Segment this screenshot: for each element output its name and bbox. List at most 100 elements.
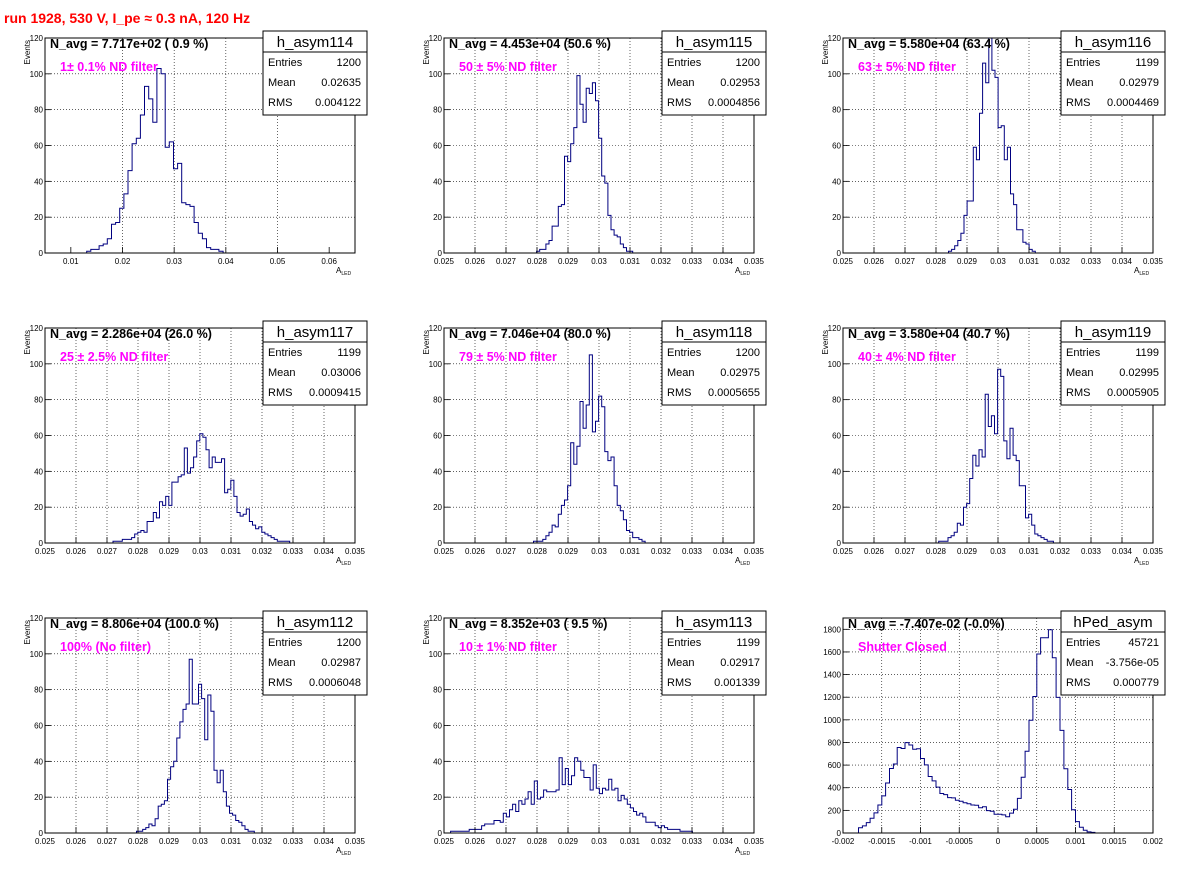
x-tick-label: 0.029 bbox=[558, 257, 579, 266]
stats-label-entries: Entries bbox=[1066, 347, 1101, 359]
x-tick-label: 0.029 bbox=[159, 547, 180, 556]
filter-note: 40 ± 4% ND filter bbox=[858, 350, 956, 364]
x-tick-label: 0.028 bbox=[128, 547, 149, 556]
y-tick-label: 80 bbox=[433, 106, 442, 115]
x-tick-label: 0.029 bbox=[159, 837, 180, 846]
stats-label-mean: Mean bbox=[268, 657, 296, 669]
x-tick-label: 0.028 bbox=[527, 257, 548, 266]
stats-box bbox=[262, 610, 368, 696]
x-tick-label: 0.034 bbox=[314, 837, 335, 846]
stats-value-rms: 0.004122 bbox=[315, 97, 361, 109]
y-tick-label: 40 bbox=[433, 757, 442, 766]
y-tick-label: 100 bbox=[30, 70, 44, 79]
x-tick-label: 0.028 bbox=[128, 837, 149, 846]
y-axis-label: Events bbox=[422, 40, 431, 64]
y-tick-label: 100 bbox=[828, 360, 842, 369]
x-tick-label: 0.034 bbox=[713, 547, 734, 556]
x-tick-label: 0.04 bbox=[218, 257, 234, 266]
y-tick-label: 80 bbox=[34, 396, 43, 405]
x-tick-label: 0.035 bbox=[744, 257, 765, 266]
filter-note: 63 ± 5% ND filter bbox=[858, 60, 956, 74]
histogram-pad-h_asym114: 0.01 0.02 0.03 0.04 0.05 0.06020406080100120E… bbox=[23, 30, 368, 277]
x-tick-label: 0.032 bbox=[252, 547, 273, 556]
navg-label: N_avg = 7.717e+02 ( 0.9 %) bbox=[50, 37, 208, 51]
stats-value-rms: 0.001339 bbox=[714, 677, 760, 689]
histogram-line bbox=[533, 354, 646, 543]
y-tick-label: 0 bbox=[837, 249, 842, 258]
y-tick-label: 1600 bbox=[823, 648, 841, 657]
stats-label-rms: RMS bbox=[1066, 677, 1090, 689]
y-tick-label: 120 bbox=[30, 324, 44, 333]
histogram-pad-h_asym116: 0.025 0.026 0.027 0.028 0.029 0.03 0.031 0.032 0… bbox=[821, 30, 1166, 277]
y-tick-label: 60 bbox=[832, 142, 841, 151]
stats-box bbox=[1060, 30, 1166, 116]
y-axis-label: Events bbox=[23, 40, 32, 64]
stats-label-entries: Entries bbox=[667, 637, 702, 649]
filter-note: 79 ± 5% ND filter bbox=[459, 350, 557, 364]
y-tick-label: 40 bbox=[34, 467, 43, 476]
x-tick-label: 0.026 bbox=[66, 837, 87, 846]
x-tick-label: 0.027 bbox=[496, 257, 517, 266]
histogram-name: hPed_asym bbox=[1073, 614, 1152, 631]
x-tick-label: 0.01 bbox=[63, 257, 79, 266]
histogram-pad-h_asym117: 0.025 0.026 0.027 0.028 0.029 0.03 0.031 0.032 0… bbox=[23, 320, 368, 567]
y-tick-label: 1200 bbox=[823, 693, 841, 702]
y-tick-label: 0 bbox=[837, 539, 842, 548]
navg-label: N_avg = -7.407e-02 (-0.0%) bbox=[848, 617, 1005, 631]
filter-note: 50 ± 5% ND filter bbox=[459, 60, 557, 74]
x-tick-label: 0.03 bbox=[990, 547, 1006, 556]
y-tick-label: 0 bbox=[837, 829, 842, 838]
filter-note: 10 ± 1% ND filter bbox=[459, 640, 557, 654]
x-tick-label: 0.031 bbox=[221, 837, 242, 846]
stats-label-mean: Mean bbox=[667, 367, 695, 379]
histogram-name: h_asym112 bbox=[277, 614, 353, 631]
x-tick-label: 0.035 bbox=[744, 837, 765, 846]
x-tick-label: 0.035 bbox=[345, 837, 366, 846]
x-tick-label: 0.03 bbox=[591, 837, 607, 846]
stats-label-entries: Entries bbox=[667, 347, 702, 359]
stats-box bbox=[661, 30, 767, 116]
y-tick-label: 20 bbox=[832, 503, 841, 512]
stats-label-rms: RMS bbox=[667, 387, 691, 399]
x-tick-label: 0 bbox=[996, 837, 1001, 846]
stats-value-rms: 0.0004856 bbox=[708, 97, 760, 109]
stats-box bbox=[661, 320, 767, 406]
x-tick-label: 0.025 bbox=[35, 547, 56, 556]
x-tick-label: 0.06 bbox=[321, 257, 337, 266]
x-tick-label: 0.035 bbox=[1143, 547, 1164, 556]
x-tick-label: 0.034 bbox=[713, 837, 734, 846]
stats-value-mean: 0.02635 bbox=[321, 77, 361, 89]
y-tick-label: 40 bbox=[34, 177, 43, 186]
x-tick-label: 0.029 bbox=[957, 257, 978, 266]
y-tick-label: 120 bbox=[429, 324, 443, 333]
y-tick-label: 80 bbox=[34, 686, 43, 695]
y-tick-label: 40 bbox=[832, 467, 841, 476]
stats-label-rms: RMS bbox=[667, 677, 691, 689]
filter-note: 25 ± 2.5% ND filter bbox=[60, 350, 168, 364]
y-tick-label: 120 bbox=[429, 614, 443, 623]
x-tick-label: 0.035 bbox=[744, 547, 765, 556]
histogram-name: h_asym116 bbox=[1075, 34, 1151, 51]
x-tick-label: 0.025 bbox=[833, 257, 854, 266]
x-tick-label: 0.033 bbox=[682, 547, 703, 556]
x-tick-label: 0.026 bbox=[864, 257, 885, 266]
x-tick-label: 0.001 bbox=[1065, 837, 1086, 846]
x-tick-label: 0.027 bbox=[97, 547, 118, 556]
x-tick-label: 0.035 bbox=[345, 547, 366, 556]
x-axis-label: ALED bbox=[735, 556, 750, 567]
stats-box bbox=[661, 610, 767, 696]
x-tick-label: 0.033 bbox=[682, 837, 703, 846]
x-tick-label: 0.02 bbox=[115, 257, 131, 266]
y-tick-label: 100 bbox=[429, 360, 443, 369]
stats-label-mean: Mean bbox=[667, 77, 695, 89]
y-tick-label: 40 bbox=[34, 757, 43, 766]
y-tick-label: 100 bbox=[828, 70, 842, 79]
y-tick-label: 120 bbox=[828, 324, 842, 333]
x-tick-label: 0.03 bbox=[990, 257, 1006, 266]
filter-note: 1± 0.1% ND filter bbox=[60, 60, 158, 74]
navg-label: N_avg = 2.286e+04 (26.0 %) bbox=[50, 327, 212, 341]
histogram-name: h_asym114 bbox=[277, 34, 353, 51]
navg-label: N_avg = 7.046e+04 (80.0 %) bbox=[449, 327, 611, 341]
x-tick-label: 0.033 bbox=[1081, 547, 1102, 556]
